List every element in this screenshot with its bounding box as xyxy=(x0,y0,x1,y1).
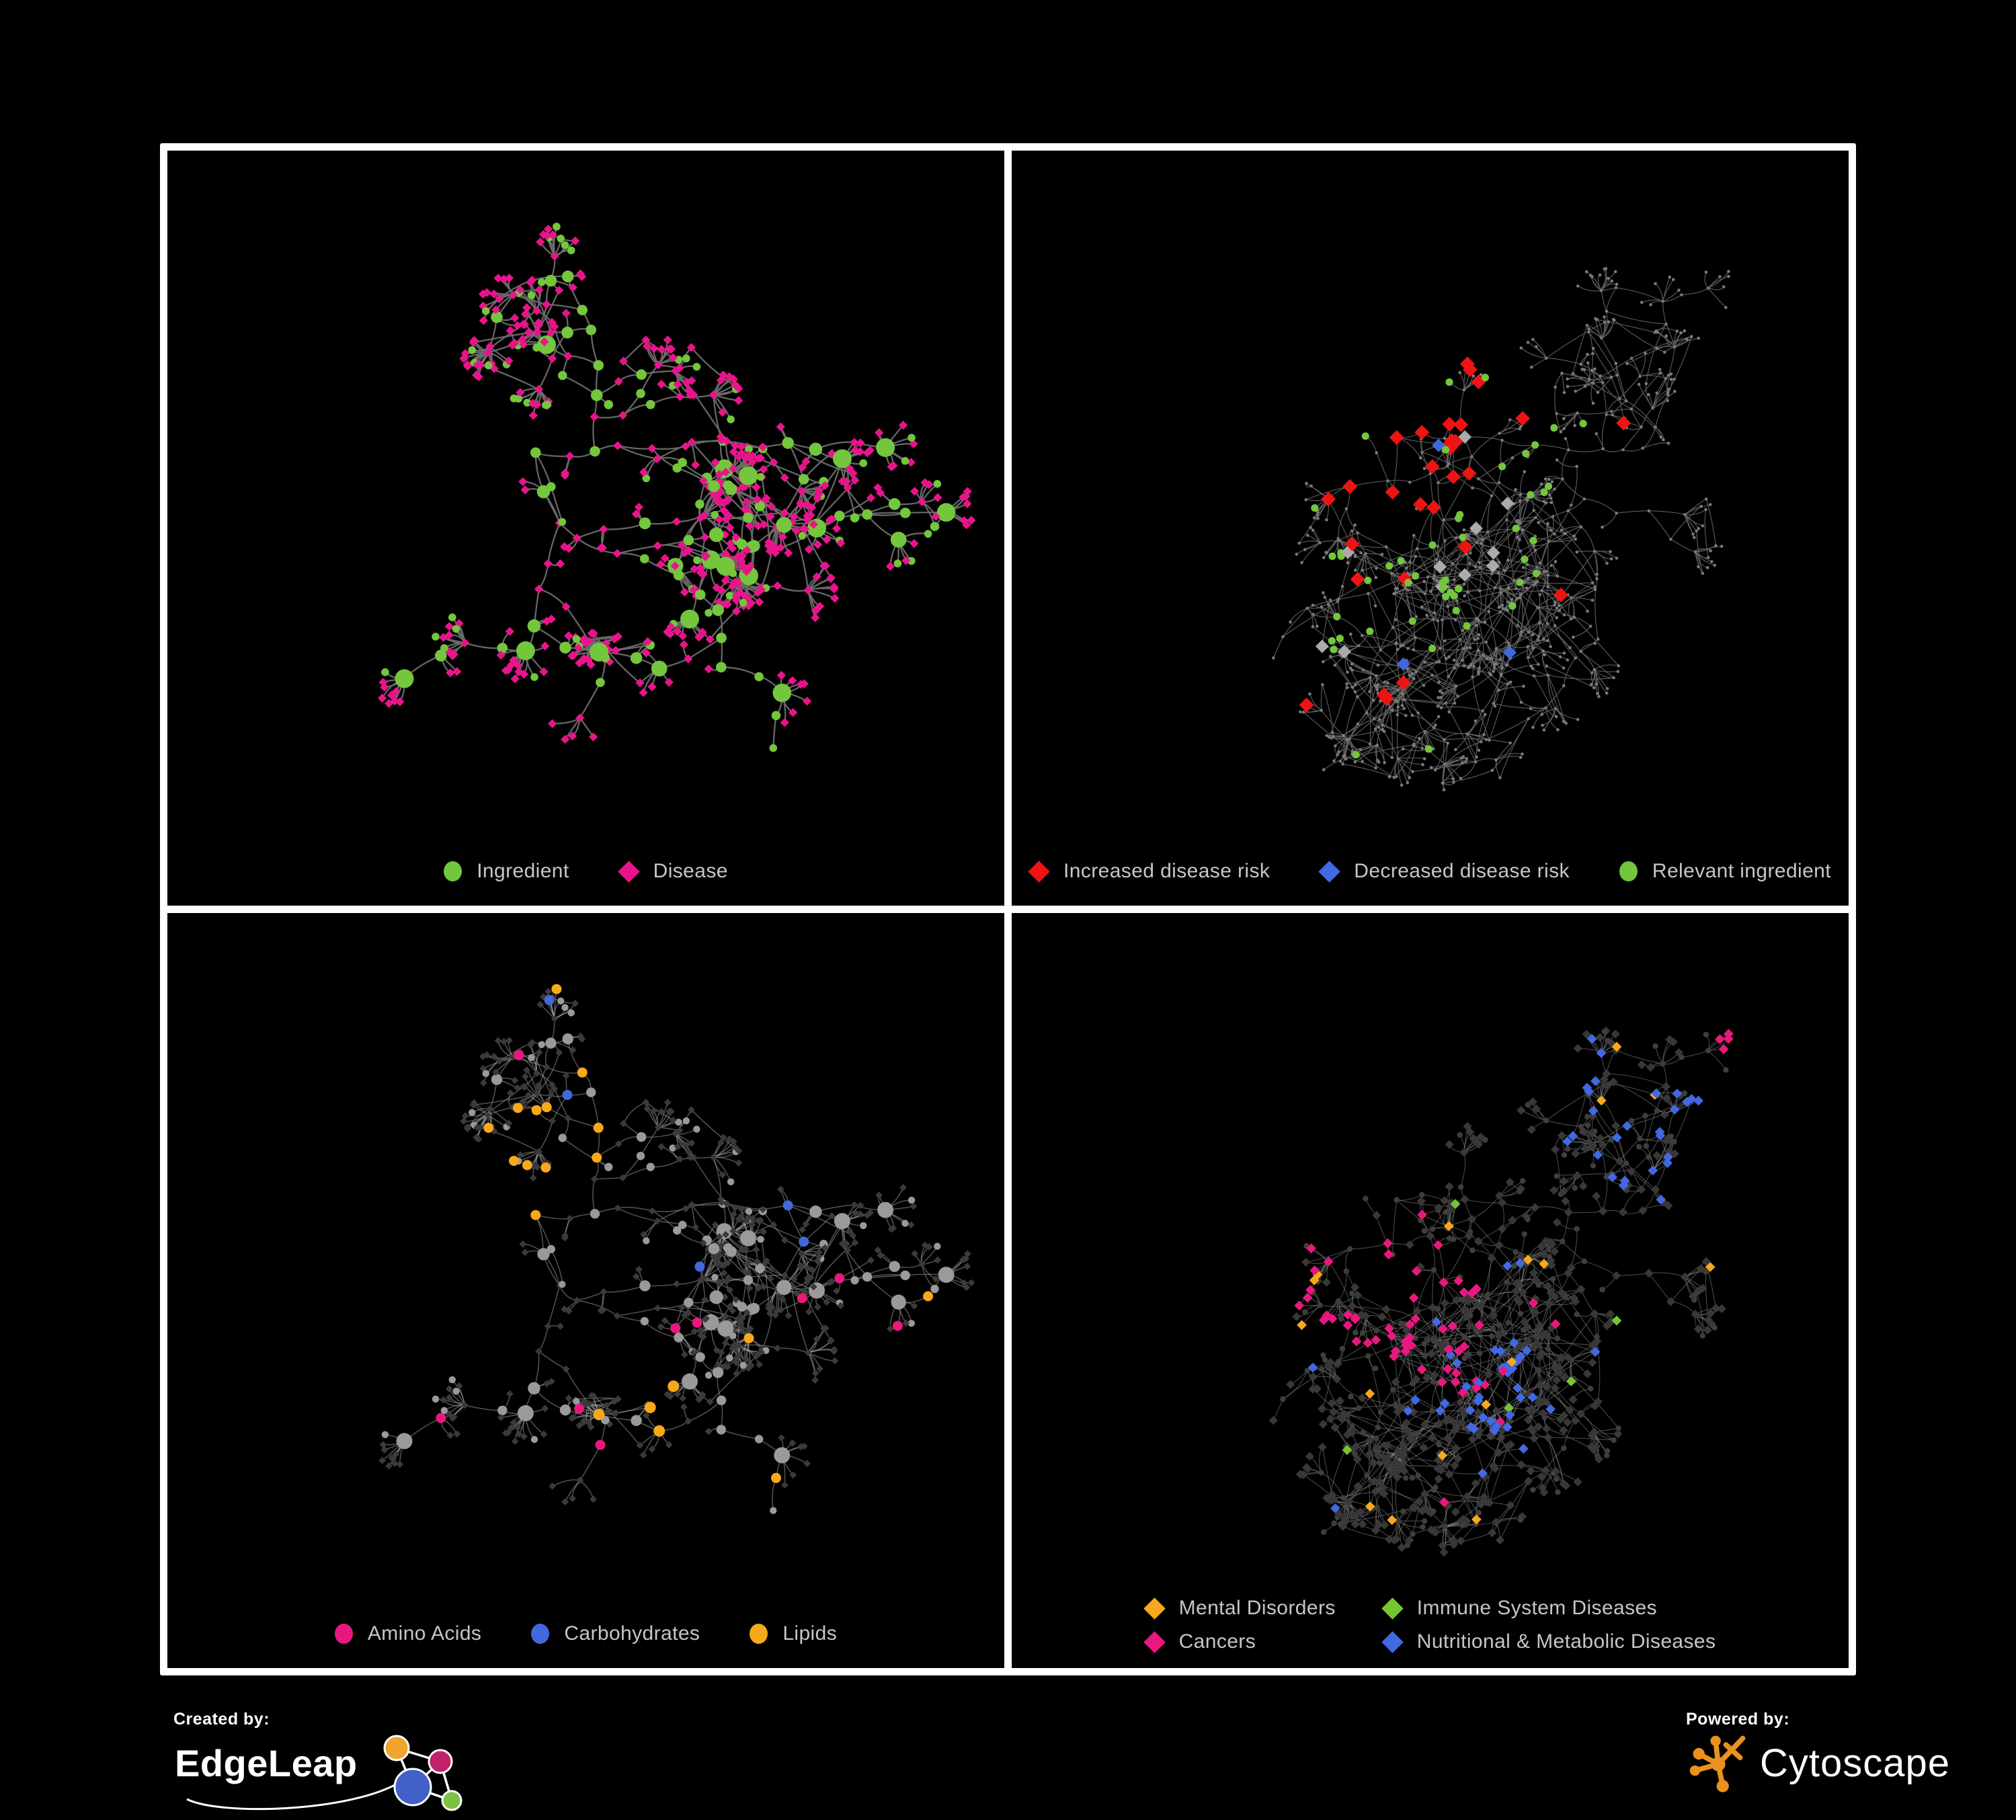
created-by-label: Created by: xyxy=(173,1710,270,1729)
legend-label: Decreased disease risk xyxy=(1354,860,1570,882)
panel-disease-categories: Mental Disorders Immune System Diseases Ca… xyxy=(1012,913,1849,1668)
legend-label: Increased disease risk xyxy=(1063,860,1271,882)
legend-label: Disease xyxy=(653,860,728,882)
diamond-marker xyxy=(1143,1597,1166,1620)
circle-marker xyxy=(1619,861,1638,881)
diamond-marker xyxy=(1318,860,1341,883)
legend-item-lipids: Lipids xyxy=(750,1622,837,1645)
legend-item-amino-acids: Amino Acids xyxy=(334,1622,482,1645)
credit-cytoscape: Powered by: Cytosc xyxy=(1686,1710,1950,1795)
legend-item-mental-disorders: Mental Disorders xyxy=(1143,1597,1336,1620)
legend-item-cancers: Cancers xyxy=(1143,1630,1336,1653)
legend-item-disease: Disease xyxy=(617,860,728,883)
legend-ingredient-classes: Amino Acids Carbohydrates Lipids xyxy=(167,1622,1004,1645)
legend-label: Immune System Diseases xyxy=(1416,1597,1657,1619)
legend-label: Amino Acids xyxy=(367,1622,482,1645)
diamond-marker xyxy=(1143,1630,1166,1653)
diamond-marker xyxy=(1381,1597,1404,1620)
cytoscape-logo-icon xyxy=(1689,1735,1746,1792)
powered-by-label: Powered by: xyxy=(1686,1710,1790,1729)
legend-item-nutritional-metabolic-diseases: Nutritional & Metabolic Diseases xyxy=(1381,1630,1716,1653)
network-graph-ingredient-disease xyxy=(378,223,976,752)
circle-marker xyxy=(531,1624,550,1644)
network-graph-ingredient-classes xyxy=(378,984,975,1514)
legend-label: Relevant ingredient xyxy=(1652,860,1831,882)
credit-edgeleap: Created by: EdgeLeap xyxy=(173,1710,483,1817)
network-graph-disease-categories xyxy=(1268,1026,1734,1557)
legend-item-ingredient: Ingredient xyxy=(444,860,569,883)
panel-ingredient-disease: Ingredient Disease xyxy=(167,151,1004,906)
circle-marker xyxy=(444,861,462,881)
legend-item-carbohydrates: Carbohydrates xyxy=(531,1622,700,1645)
legend-disease-risk: Increased disease risk Decreased disease … xyxy=(1012,860,1849,883)
legend-item-immune-system-diseases: Immune System Diseases xyxy=(1381,1597,1716,1620)
legend-item-increased-disease-risk: Increased disease risk xyxy=(1028,860,1271,883)
legend-label: Mental Disorders xyxy=(1178,1597,1336,1619)
legend-label: Nutritional & Metabolic Diseases xyxy=(1416,1630,1716,1653)
edgeleap-wordmark: EdgeLeap xyxy=(175,1742,358,1784)
network-graph-disease-risk xyxy=(1272,267,1730,791)
legend-item-decreased-disease-risk: Decreased disease risk xyxy=(1318,860,1570,883)
panel-grid: Ingredient Disease Increased disease risk… xyxy=(160,143,1856,1675)
legend-disease-categories: Mental Disorders Immune System Diseases Ca… xyxy=(1012,1597,1849,1653)
diamond-marker xyxy=(1381,1630,1404,1653)
circle-marker xyxy=(750,1624,768,1644)
legend-item-relevant-ingredient: Relevant ingredient xyxy=(1619,860,1831,883)
legend-label: Carbohydrates xyxy=(564,1622,700,1645)
cytoscape-wordmark: Cytoscape xyxy=(1760,1741,1951,1785)
edgeleap-logo-icon xyxy=(186,1735,462,1811)
legend-label: Ingredient xyxy=(477,860,569,882)
circle-marker xyxy=(334,1624,353,1644)
legend-label: Cancers xyxy=(1178,1630,1256,1653)
diamond-marker xyxy=(1028,860,1050,883)
legend-label: Lipids xyxy=(782,1622,838,1645)
panel-ingredient-classes: Amino Acids Carbohydrates Lipids xyxy=(167,913,1004,1668)
panel-disease-risk: Increased disease risk Decreased disease … xyxy=(1012,151,1849,906)
diamond-marker xyxy=(617,860,640,883)
legend-ingredient-disease: Ingredient Disease xyxy=(167,860,1004,883)
